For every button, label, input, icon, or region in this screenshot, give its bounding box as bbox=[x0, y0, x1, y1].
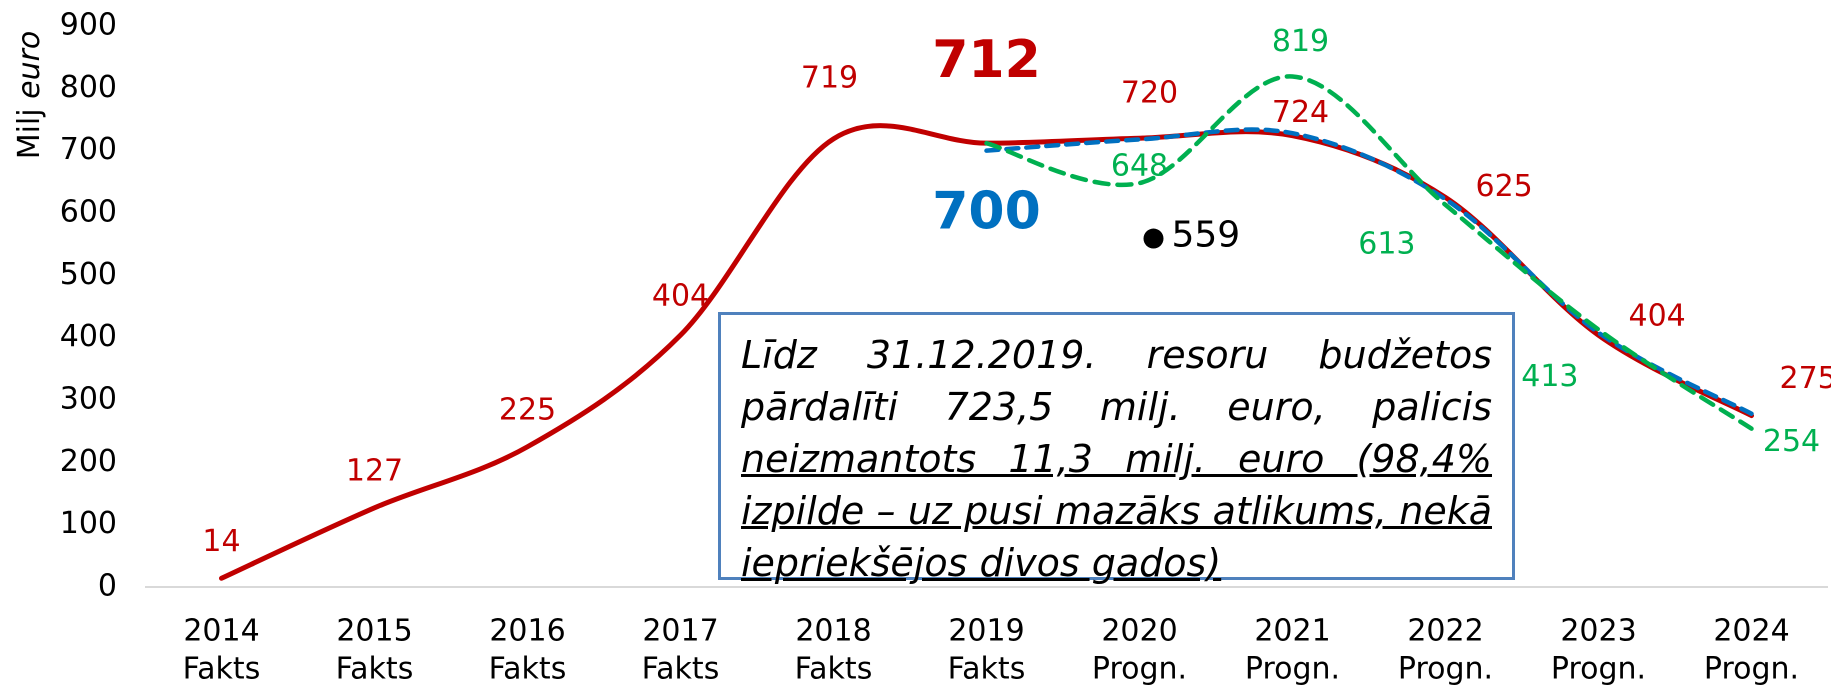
y-tick-label: 500 bbox=[60, 257, 117, 292]
x-tick-label: 2015 bbox=[336, 614, 412, 649]
x-tick-sublabel: Fakts bbox=[489, 652, 567, 687]
x-tick-sublabel: Fakts bbox=[642, 652, 720, 687]
data-label: 648 bbox=[1111, 149, 1168, 184]
y-tick-label: 800 bbox=[60, 70, 117, 105]
x-tick-sublabel: Fakts bbox=[795, 652, 873, 687]
annotation-underlined: neizmantots 11,3 milj. euro (98,4% izpil… bbox=[741, 437, 1492, 585]
x-tick-label: 2016 bbox=[489, 614, 565, 649]
x-tick-label: 2020 bbox=[1101, 614, 1177, 649]
y-tick-label: 600 bbox=[60, 195, 117, 230]
x-tick-label: 2022 bbox=[1407, 614, 1483, 649]
y-tick-label: 0 bbox=[98, 569, 117, 604]
x-tick-label: 2023 bbox=[1560, 614, 1636, 649]
data-label: 719 bbox=[801, 60, 858, 95]
data-label: 413 bbox=[1521, 359, 1578, 394]
y-tick-label: 200 bbox=[60, 444, 117, 479]
x-tick-label: 2018 bbox=[795, 614, 871, 649]
data-label: 275 bbox=[1780, 361, 1831, 396]
x-tick-sublabel: Fakts bbox=[183, 652, 261, 687]
x-tick-sublabel: Progn. bbox=[1551, 652, 1646, 687]
data-label: 127 bbox=[346, 453, 403, 488]
point bbox=[1143, 228, 1164, 249]
x-tick-label: 2014 bbox=[183, 614, 259, 649]
annotation-text: Līdz 31.12.2019. resoru budžetos pārdalī… bbox=[741, 333, 1492, 429]
x-tick-label: 2021 bbox=[1254, 614, 1330, 649]
data-label: 14 bbox=[202, 524, 240, 559]
series-line bbox=[984, 74, 1754, 431]
y-tick-label: 700 bbox=[60, 132, 117, 167]
x-tick-sublabel: Progn. bbox=[1245, 652, 1340, 687]
y-label: Milj bbox=[12, 108, 47, 159]
x-tick-sublabel: Progn. bbox=[1092, 652, 1187, 687]
x-tick-label: 2017 bbox=[642, 614, 718, 649]
y-label-unit: euro bbox=[12, 31, 47, 99]
y-tick-label: 300 bbox=[60, 382, 117, 417]
x-tick-label: 2019 bbox=[948, 614, 1024, 649]
y-tick-label: 100 bbox=[60, 506, 117, 541]
data-label: 404 bbox=[1629, 299, 1686, 334]
y-axis-title: Milj euro bbox=[12, 31, 47, 160]
x-tick-sublabel: Fakts bbox=[948, 652, 1026, 687]
point-label: 559 bbox=[1172, 215, 1241, 256]
data-label: 712 bbox=[932, 30, 1041, 90]
data-label: 700 bbox=[932, 182, 1041, 242]
x-tick-sublabel: Progn. bbox=[1398, 652, 1493, 687]
y-tick-label: 900 bbox=[60, 8, 117, 43]
x-tick-sublabel: Progn. bbox=[1704, 652, 1799, 687]
data-label: 613 bbox=[1358, 226, 1415, 261]
data-label: 720 bbox=[1121, 76, 1178, 111]
y-tick-label: 400 bbox=[60, 319, 117, 354]
data-label: 254 bbox=[1763, 424, 1820, 459]
data-label: 225 bbox=[499, 392, 556, 427]
annotation: Līdz 31.12.2019. resoru budžetos pārdalī… bbox=[718, 312, 1515, 585]
data-label: 819 bbox=[1272, 24, 1329, 59]
data-label: 404 bbox=[652, 279, 709, 314]
x-tick-label: 2024 bbox=[1713, 614, 1789, 649]
data-label: 724 bbox=[1272, 95, 1329, 130]
data-label: 625 bbox=[1476, 169, 1533, 204]
x-tick-sublabel: Fakts bbox=[336, 652, 414, 687]
